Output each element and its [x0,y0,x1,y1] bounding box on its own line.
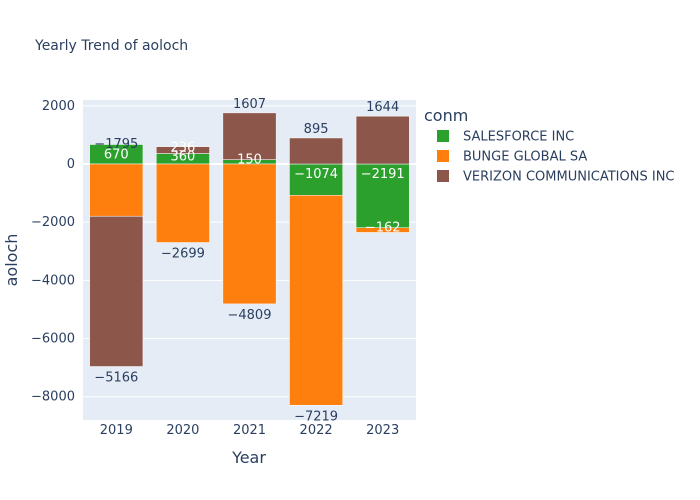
data-label: 895 [304,122,329,137]
bar-bunge-global-sa-2021 [222,163,277,305]
bar-bunge-global-sa-2022 [289,194,343,406]
y-tick-label: −4000 [31,273,75,288]
legend-swatch [437,170,449,182]
x-tick-label: 2023 [366,423,399,438]
bar-bunge-global-sa-2019 [89,163,144,217]
bar-verizon-communications-inc-2023 [355,115,410,165]
legend-swatch [437,150,449,162]
data-label: −2699 [161,247,205,262]
bar-salesforce-inc-2023 [355,163,410,228]
data-label: 360 [170,149,195,164]
legend-item-label: SALESFORCE INC [463,130,574,145]
data-label: 150 [237,152,262,167]
legend-swatch [437,130,449,142]
y-tick-label: 2000 [42,99,75,114]
data-label: −7219 [294,409,338,424]
data-label: 1607 [233,97,266,112]
bar-verizon-communications-inc-2020 [156,146,210,154]
data-label: 236 [170,141,195,156]
legend-title: conm [424,106,468,125]
y-axis-ticks: 2000 0 −2000 −4000 −6000 −8000 [31,99,75,405]
bar-bunge-global-sa-2020 [156,163,210,243]
y-axis-title: aoloch [2,234,21,287]
data-label: 1644 [366,100,399,115]
y-tick-label: 0 [67,157,75,172]
bar-bunge-global-sa-2023 [355,227,410,233]
data-label: −2191 [361,167,405,182]
data-label: −5166 [94,371,138,386]
y-tick-label: −2000 [31,215,75,230]
x-tick-label: 2021 [233,423,266,438]
x-tick-label: 2020 [166,423,199,438]
legend-item-label: VERIZON COMMUNICATIONS INC [463,170,675,185]
bar-verizon-communications-inc-2021 [222,112,277,160]
x-axis-title: Year [231,448,266,467]
data-label: −1795 [94,137,138,152]
legend: conm SALESFORCE INC BUNGE GLOBAL SA VERIZO… [424,106,675,185]
data-label: −4809 [228,308,272,323]
data-label: −1074 [294,167,338,182]
legend-item-label: BUNGE GLOBAL SA [463,150,587,165]
x-tick-label: 2019 [100,423,133,438]
bar-salesforce-inc-2022 [289,163,343,196]
data-label: 670 [104,148,129,163]
bar-verizon-communications-inc-2019 [89,215,144,367]
chart-title: Yearly Trend of aoloch [34,38,188,54]
bars [89,112,410,406]
y-tick-label: −8000 [31,390,75,405]
data-label: −162 [365,221,401,236]
x-axis-ticks: 2019 2020 2021 2022 2023 [100,423,399,438]
bar-verizon-communications-inc-2022 [289,137,343,165]
data-labels: 670−1795 −5166 360 −2699 236 150 −4809 1607 −107… [94,97,404,424]
x-tick-label: 2022 [300,423,333,438]
y-tick-label: −6000 [31,332,75,347]
